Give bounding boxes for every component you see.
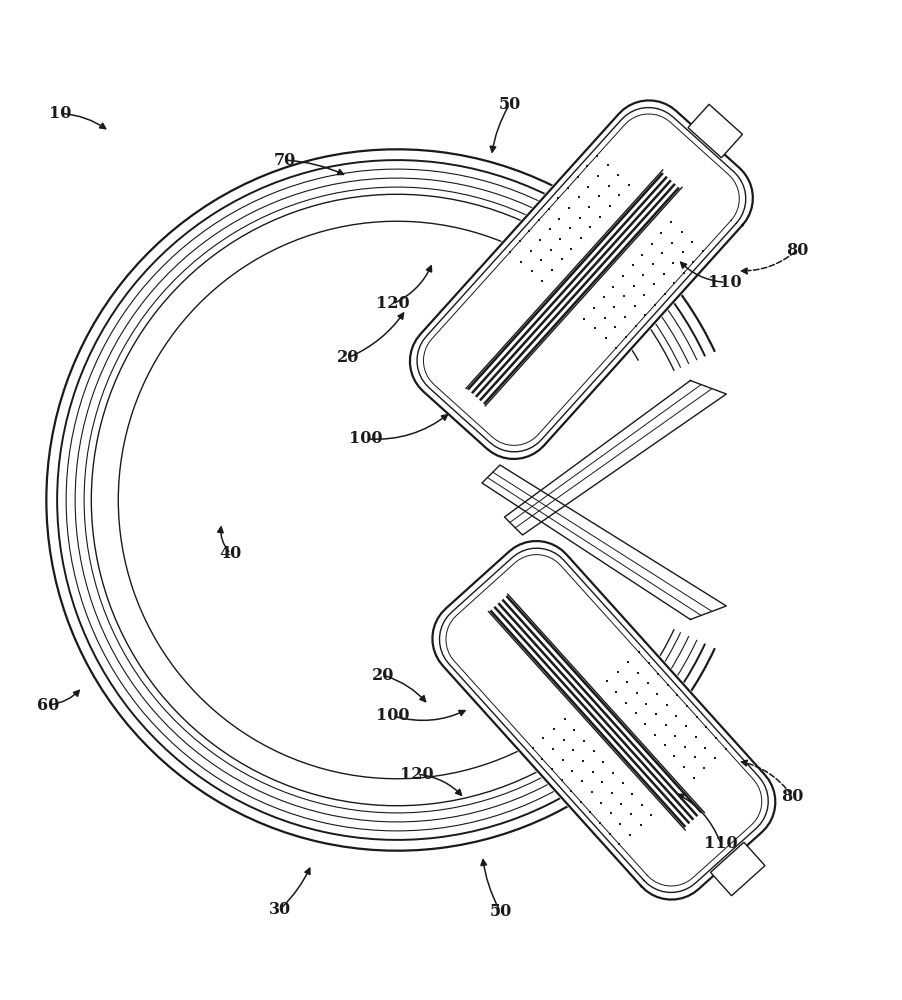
Polygon shape <box>504 381 726 535</box>
Text: 80: 80 <box>786 242 808 259</box>
Text: 100: 100 <box>376 707 410 724</box>
Text: 100: 100 <box>349 430 382 447</box>
Text: 30: 30 <box>269 901 291 918</box>
Polygon shape <box>429 538 778 903</box>
Text: 50: 50 <box>498 96 520 113</box>
Text: 40: 40 <box>219 545 242 562</box>
Text: 20: 20 <box>336 349 359 366</box>
Text: 110: 110 <box>708 274 742 291</box>
Text: 70: 70 <box>273 152 296 169</box>
Text: 120: 120 <box>376 295 410 312</box>
Polygon shape <box>711 842 765 896</box>
Polygon shape <box>688 104 742 158</box>
Text: 20: 20 <box>373 667 395 684</box>
Text: 10: 10 <box>49 105 71 122</box>
Text: 50: 50 <box>489 903 511 920</box>
Text: 80: 80 <box>781 788 804 805</box>
Polygon shape <box>482 465 726 619</box>
Text: 110: 110 <box>704 835 738 852</box>
Text: 120: 120 <box>400 766 434 783</box>
Polygon shape <box>407 97 756 462</box>
Text: 60: 60 <box>37 697 60 714</box>
